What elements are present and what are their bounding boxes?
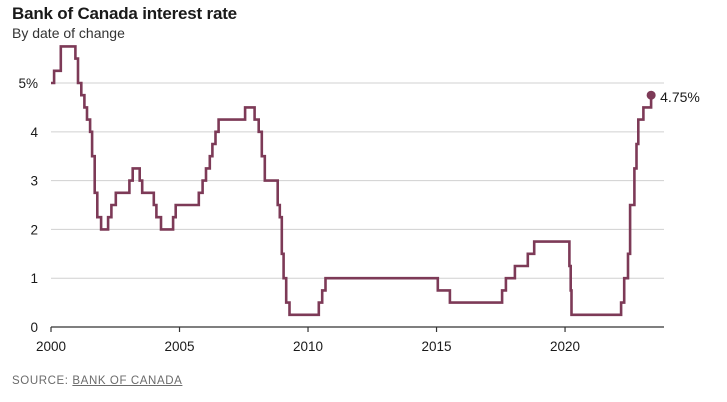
rate-step-line bbox=[51, 45, 653, 317]
source-prefix: SOURCE: bbox=[12, 375, 73, 387]
x-axis bbox=[50, 326, 664, 332]
source-link[interactable]: BANK OF CANADA bbox=[72, 375, 183, 387]
y-tick-label: 2 bbox=[30, 222, 38, 237]
source-note: SOURCE: BANK OF CANADA bbox=[12, 375, 182, 387]
x-tick-label: 2020 bbox=[550, 339, 580, 354]
x-tick-labels: 2000 2005 2010 2015 2020 bbox=[36, 339, 580, 354]
y-tick-label: 5% bbox=[18, 76, 38, 91]
y-tick-label: 3 bbox=[30, 174, 38, 189]
x-tick-label: 2005 bbox=[164, 339, 194, 354]
chart-title: Bank of Canada interest rate bbox=[12, 4, 237, 23]
y-tick-labels: 0 1 2 3 4 5% bbox=[18, 76, 38, 335]
chart-subtitle: By date of change bbox=[12, 25, 125, 41]
y-tick-label: 0 bbox=[30, 320, 38, 335]
x-tick-label: 2010 bbox=[293, 339, 323, 354]
y-tick-label: 4 bbox=[30, 125, 38, 140]
latest-rate-marker bbox=[646, 90, 656, 100]
latest-rate-label: 4.75% bbox=[660, 89, 700, 105]
x-tick-label: 2015 bbox=[422, 339, 452, 354]
y-tick-label: 1 bbox=[30, 271, 38, 286]
x-tick-label: 2000 bbox=[36, 339, 66, 354]
